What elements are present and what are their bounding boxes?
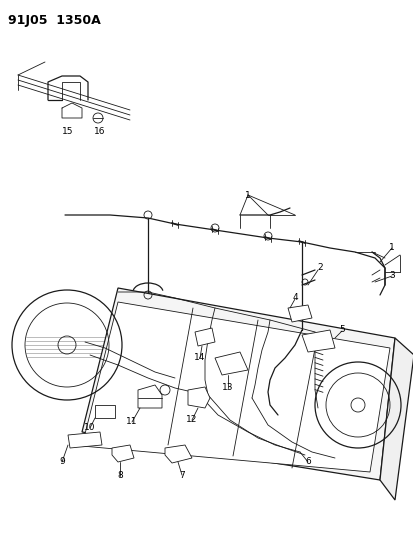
Polygon shape [112,445,134,462]
Polygon shape [82,302,389,472]
Text: 7: 7 [179,471,185,480]
Polygon shape [138,385,161,408]
Text: 5: 5 [338,326,344,335]
Text: 2: 2 [316,263,322,272]
Text: 1: 1 [244,190,250,199]
Text: 14: 14 [194,353,205,362]
Text: 10: 10 [84,424,95,432]
Polygon shape [301,330,334,352]
Text: 91J05  1350A: 91J05 1350A [8,14,100,27]
Polygon shape [195,328,214,346]
Polygon shape [68,432,102,448]
Text: 8: 8 [117,471,123,480]
Polygon shape [165,445,192,463]
Polygon shape [214,352,247,375]
Text: 12: 12 [186,416,197,424]
Polygon shape [82,288,394,480]
Text: 16: 16 [94,127,105,136]
Text: 15: 15 [62,127,74,136]
Polygon shape [95,405,115,418]
Text: 3: 3 [388,271,394,279]
Text: 9: 9 [59,457,65,466]
Polygon shape [287,305,311,322]
Text: 11: 11 [126,417,138,426]
Text: 13: 13 [222,384,233,392]
Text: 1: 1 [388,244,394,253]
Text: 6: 6 [304,457,310,466]
Polygon shape [379,338,413,500]
Polygon shape [188,387,209,408]
Text: 4: 4 [292,294,297,303]
